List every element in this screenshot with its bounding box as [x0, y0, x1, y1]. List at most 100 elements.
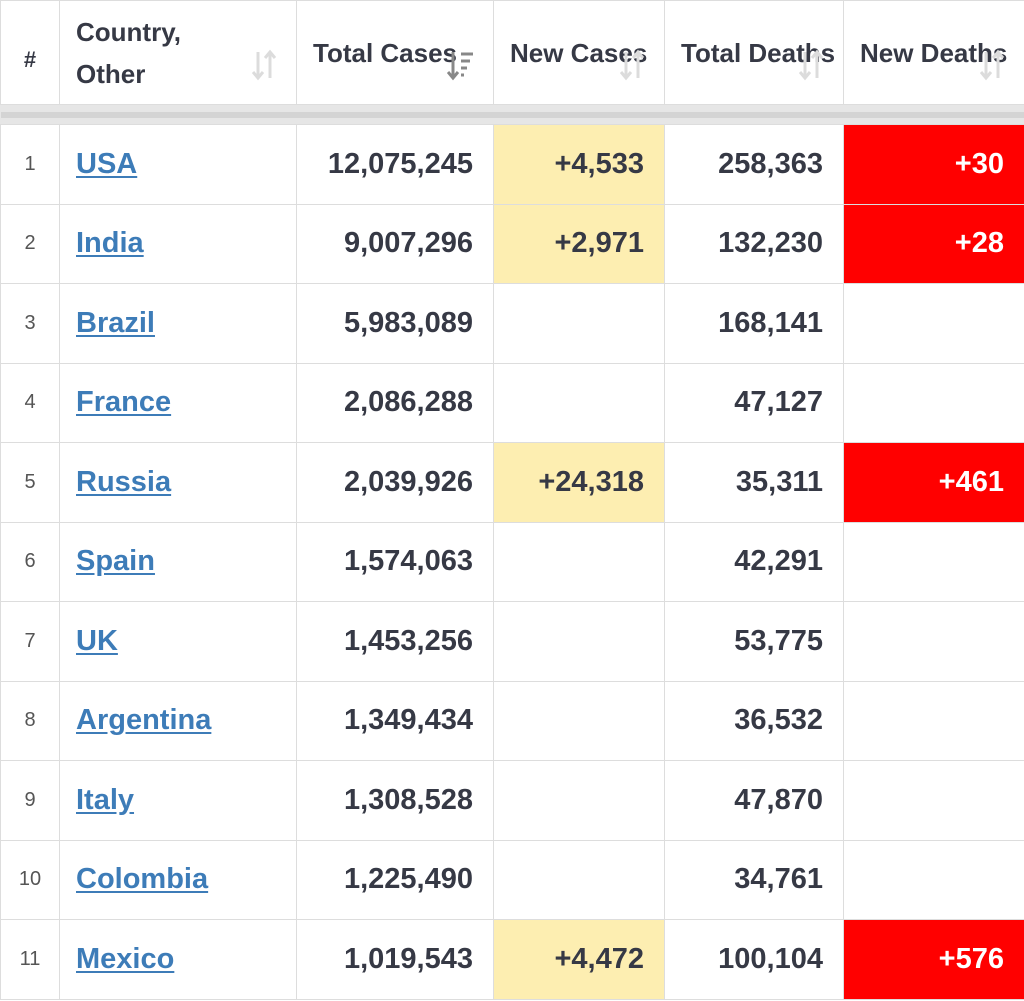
header-separator — [0, 104, 1024, 125]
table-row: 3 Brazil 5,983,089 168,141 — [0, 283, 1024, 364]
new-deaths-cell: +30 — [843, 124, 1024, 205]
rank-cell: 3 — [0, 283, 60, 364]
new-cases-cell — [493, 839, 665, 920]
table-row: 4 France 2,086,288 47,127 — [0, 362, 1024, 443]
new-deaths-cell: +28 — [843, 203, 1024, 284]
total-cases-cell: 5,983,089 — [296, 283, 494, 364]
sort-both-icon[interactable] — [978, 48, 1006, 82]
country-link[interactable]: Italy — [76, 783, 135, 816]
new-deaths-cell — [843, 521, 1024, 602]
table-row: 6 Spain 1,574,063 42,291 — [0, 521, 1024, 602]
rank-cell: 1 — [0, 124, 60, 205]
country-cell: France — [59, 362, 297, 443]
header-total-cases[interactable]: Total Cases — [296, 0, 494, 105]
new-cases-cell: +2,971 — [493, 203, 665, 284]
total-cases-cell: 1,225,490 — [296, 839, 494, 920]
header-new-deaths[interactable]: New Deaths — [843, 0, 1024, 105]
new-cases-cell: +4,533 — [493, 124, 665, 205]
header-new-cases-label: New Cases — [510, 37, 648, 68]
new-deaths-cell — [843, 362, 1024, 443]
country-link[interactable]: UK — [76, 624, 118, 657]
country-cell: Brazil — [59, 283, 297, 364]
table-row: 8 Argentina 1,349,434 36,532 — [0, 680, 1024, 761]
total-deaths-cell: 132,230 — [664, 203, 844, 284]
header-rank[interactable]: # — [0, 0, 60, 105]
country-link[interactable]: Spain — [76, 545, 155, 578]
country-cell: USA — [59, 124, 297, 205]
total-cases-cell: 9,007,296 — [296, 203, 494, 284]
total-deaths-cell: 168,141 — [664, 283, 844, 364]
rank-cell: 5 — [0, 442, 60, 523]
table-row: 5 Russia 2,039,926 +24,318 35,311 +461 — [0, 442, 1024, 523]
sort-both-icon[interactable] — [250, 48, 278, 82]
total-cases-cell: 2,039,926 — [296, 442, 494, 523]
header-total-deaths[interactable]: Total Deaths — [664, 0, 844, 105]
new-deaths-cell — [843, 283, 1024, 364]
header-total-deaths-label: Total Deaths — [681, 37, 836, 68]
header-row: # Country, Other Total Cases — [0, 0, 1024, 105]
header-new-deaths-label: New Deaths — [860, 37, 1008, 68]
rank-cell: 4 — [0, 362, 60, 443]
new-cases-cell — [493, 283, 665, 364]
rank-cell: 6 — [0, 521, 60, 602]
total-cases-cell: 1,349,434 — [296, 680, 494, 761]
country-link[interactable]: Russia — [76, 465, 172, 498]
country-link[interactable]: Colombia — [76, 863, 209, 896]
country-link[interactable]: Brazil — [76, 306, 155, 339]
country-cell: UK — [59, 601, 297, 682]
header-country-label: Country, Other — [76, 16, 181, 89]
total-deaths-cell: 36,532 — [664, 680, 844, 761]
new-cases-cell — [493, 680, 665, 761]
total-cases-cell: 1,019,543 — [296, 919, 494, 1000]
country-link[interactable]: USA — [76, 147, 138, 180]
header-country[interactable]: Country, Other — [59, 0, 297, 105]
country-link[interactable]: Argentina — [76, 704, 212, 737]
table-row: 2 India 9,007,296 +2,971 132,230 +28 — [0, 203, 1024, 284]
new-deaths-cell — [843, 601, 1024, 682]
total-cases-cell: 2,086,288 — [296, 362, 494, 443]
country-cell: Italy — [59, 760, 297, 841]
new-deaths-cell: +461 — [843, 442, 1024, 523]
new-deaths-cell — [843, 680, 1024, 761]
new-deaths-cell — [843, 760, 1024, 841]
total-deaths-cell: 47,127 — [664, 362, 844, 443]
sort-both-icon[interactable] — [618, 48, 646, 82]
total-cases-cell: 1,574,063 — [296, 521, 494, 602]
rank-cell: 10 — [0, 839, 60, 920]
table-row: 1 USA 12,075,245 +4,533 258,363 +30 — [0, 124, 1024, 205]
country-cell: India — [59, 203, 297, 284]
total-cases-cell: 1,308,528 — [296, 760, 494, 841]
country-cell: Spain — [59, 521, 297, 602]
new-cases-cell — [493, 760, 665, 841]
table-row: 11 Mexico 1,019,543 +4,472 100,104 +576 — [0, 919, 1024, 1000]
total-deaths-cell: 47,870 — [664, 760, 844, 841]
total-deaths-cell: 42,291 — [664, 521, 844, 602]
country-cell: Russia — [59, 442, 297, 523]
separator-bar — [1, 111, 1024, 118]
sort-both-icon[interactable] — [797, 48, 825, 82]
separator-cell — [0, 104, 1024, 125]
country-link[interactable]: France — [76, 386, 172, 419]
total-deaths-cell: 34,761 — [664, 839, 844, 920]
total-cases-cell: 12,075,245 — [296, 124, 494, 205]
rank-cell: 11 — [0, 919, 60, 1000]
country-cell: Colombia — [59, 839, 297, 920]
header-total-cases-label: Total Cases — [313, 37, 458, 68]
rank-cell: 7 — [0, 601, 60, 682]
total-deaths-cell: 258,363 — [664, 124, 844, 205]
country-link[interactable]: India — [76, 227, 144, 260]
table-body: 1 USA 12,075,245 +4,533 258,363 +30 2 In… — [0, 104, 1024, 1000]
new-cases-cell — [493, 521, 665, 602]
header-new-cases[interactable]: New Cases — [493, 0, 665, 105]
rank-cell: 8 — [0, 680, 60, 761]
country-cell: Mexico — [59, 919, 297, 1000]
country-cell: Argentina — [59, 680, 297, 761]
table-row: 10 Colombia 1,225,490 34,761 — [0, 839, 1024, 920]
table-row: 9 Italy 1,308,528 47,870 — [0, 760, 1024, 841]
new-cases-cell — [493, 362, 665, 443]
total-deaths-cell: 53,775 — [664, 601, 844, 682]
rank-cell: 9 — [0, 760, 60, 841]
country-link[interactable]: Mexico — [76, 942, 175, 975]
sort-desc-icon[interactable] — [447, 48, 475, 82]
